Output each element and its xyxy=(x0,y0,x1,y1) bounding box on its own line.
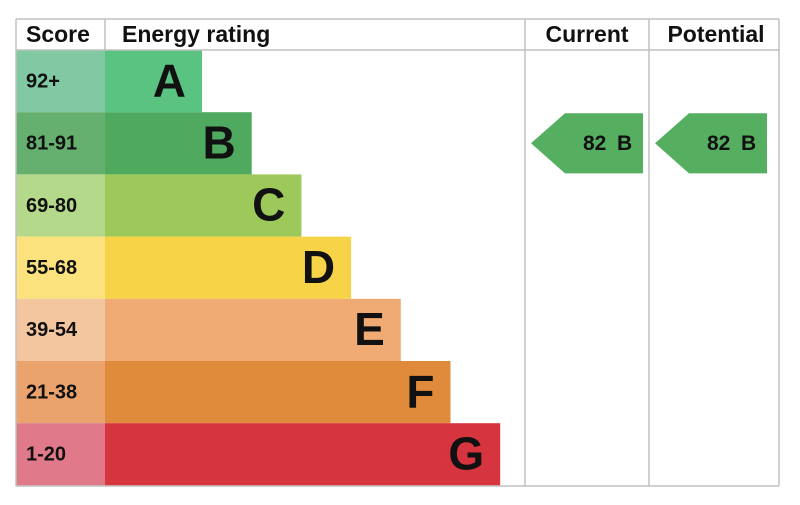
rating-letter: D xyxy=(302,241,335,293)
current-rating: B xyxy=(617,132,632,155)
rating-letter: G xyxy=(448,427,484,479)
score-cell xyxy=(16,361,105,424)
rating-letter: B xyxy=(202,116,235,168)
score-label: 69-80 xyxy=(26,195,77,217)
potential-arrow xyxy=(655,113,767,174)
current-header: Current xyxy=(545,21,628,47)
score-cell xyxy=(16,423,105,486)
rating-letter: A xyxy=(153,54,186,106)
score-label: 81-91 xyxy=(26,133,77,155)
rating-bar xyxy=(105,236,352,299)
score-cell xyxy=(16,112,105,175)
score-label: 21-38 xyxy=(26,381,77,403)
score-label: 1-20 xyxy=(26,444,66,466)
rating-letter: F xyxy=(406,365,434,417)
rating-bar xyxy=(105,298,401,361)
rating-letter: C xyxy=(252,179,285,231)
score-header: Score xyxy=(26,21,90,47)
potential-rating: B xyxy=(741,132,756,155)
score-label: 55-68 xyxy=(26,257,77,279)
score-label: 39-54 xyxy=(26,319,78,341)
rating-bar xyxy=(105,174,302,237)
rating-bar xyxy=(105,423,501,486)
potential-score: 82 xyxy=(707,132,730,155)
current-score: 82 xyxy=(583,132,606,155)
potential-header: Potential xyxy=(667,21,764,47)
energy-rating-header: Energy rating xyxy=(122,21,270,47)
rating-letter: E xyxy=(354,303,385,355)
score-label: 92+ xyxy=(26,70,60,92)
score-cell xyxy=(16,174,105,237)
rating-bar xyxy=(105,361,451,424)
score-cell xyxy=(16,298,105,361)
rating-bar xyxy=(105,112,252,175)
current-arrow xyxy=(531,113,643,174)
score-cell xyxy=(16,50,105,113)
score-cell xyxy=(16,236,105,299)
rating-bar xyxy=(105,50,202,113)
